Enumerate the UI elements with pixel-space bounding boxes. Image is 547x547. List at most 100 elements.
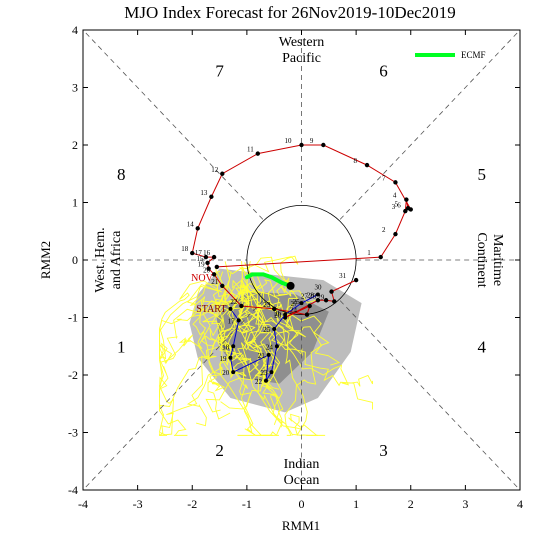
observed-point	[220, 283, 225, 289]
observed-point-label: 9	[310, 137, 314, 145]
observed-point	[195, 226, 200, 231]
observed-point	[408, 207, 413, 212]
y-tick-label: 4	[72, 23, 78, 37]
observed-point	[271, 306, 277, 312]
ensemble-member-line	[220, 279, 275, 372]
y-tick-label: 2	[72, 138, 78, 152]
ensemble-mean-point-label: 19	[219, 355, 227, 363]
ensemble-mean-point	[274, 344, 279, 349]
observed-point	[403, 208, 408, 214]
ensemble-member-line	[202, 261, 279, 436]
ensemble-member-line	[238, 256, 294, 354]
phase-boundary-diagonal	[339, 300, 521, 491]
ecmf-forecast-end-point	[286, 281, 295, 290]
ensemble-mean-point-label: 26	[274, 312, 282, 320]
x-tick-label: 3	[462, 497, 468, 511]
y-tick-label: 0	[72, 253, 78, 267]
observed-point-label: 5	[395, 200, 399, 208]
observed-point	[190, 250, 195, 256]
observed-point	[315, 298, 321, 303]
y-tick-label: -1	[68, 311, 78, 325]
observed-point-label: 30	[315, 284, 323, 292]
ensemble-member-line	[159, 272, 264, 436]
observed-point	[307, 303, 312, 309]
observed-point	[364, 162, 370, 168]
ensemble-mean-point	[269, 370, 274, 375]
observed-point	[323, 298, 329, 303]
observed-point-label: 19	[198, 261, 206, 269]
observed-point-label: 23	[263, 301, 271, 309]
observed-point	[321, 142, 326, 148]
ensemble-mean-point	[231, 344, 236, 349]
phase-number-label: 8	[117, 165, 126, 184]
region-label-right: Continent	[474, 232, 489, 287]
observed-point-label: 11	[247, 146, 254, 154]
region-label-right: Maritime	[490, 234, 505, 286]
y-axis-label: RMM2	[38, 241, 53, 279]
ensemble-mean-point	[231, 370, 236, 375]
observed-point	[239, 303, 244, 309]
y-tick-label: -3	[68, 426, 78, 440]
x-tick-label: 1	[353, 497, 359, 511]
x-tick-label: -3	[133, 497, 143, 511]
ensemble-mean-point-label: 28	[307, 292, 315, 300]
ensemble-member-line	[219, 285, 261, 436]
observed-point	[404, 197, 409, 202]
x-tick-label: -2	[187, 497, 197, 511]
observed-point-label: 26	[274, 310, 282, 318]
ensemble-member-line	[159, 267, 219, 365]
region-label-left: and Africa	[109, 230, 124, 289]
observed-point	[353, 277, 359, 283]
observed-point-label: 8	[354, 157, 358, 165]
ensemble-mean-point	[272, 327, 277, 331]
y-tick-label: -4	[68, 483, 78, 497]
observed-point-label: 13	[200, 189, 208, 197]
phase-number-label: 2	[215, 441, 224, 460]
series-layer	[190, 53, 455, 383]
observed-point-label: NOV	[191, 273, 213, 284]
phase-boundary-diagonal	[82, 300, 264, 491]
region-label-left: West. Hem.	[93, 227, 108, 292]
observed-point-label: 12	[211, 166, 219, 174]
observed-point	[393, 180, 398, 185]
y-tick-label: 1	[72, 196, 78, 210]
ensemble-mean-point	[228, 355, 233, 360]
ensemble-member-line	[158, 284, 238, 436]
observed-point	[304, 312, 310, 317]
ensemble-mean-point-label: 27	[291, 300, 299, 308]
phase-boundary-diagonal	[339, 29, 521, 220]
observed-point	[211, 272, 217, 277]
observed-point	[206, 266, 211, 271]
unit-circle	[246, 204, 357, 316]
observed-point-label: 20	[203, 266, 211, 274]
ensemble-mean-point-label: 24	[266, 343, 274, 351]
legend-label: ECMF	[461, 50, 486, 60]
x-tick-label: 2	[408, 497, 414, 511]
observed-point	[255, 151, 260, 156]
observed-point	[209, 194, 214, 199]
observed-point-label: 1	[367, 249, 371, 257]
ensemble-member-line	[232, 277, 319, 307]
ensemble-mean-point	[263, 378, 268, 383]
ensemble-member-line	[224, 285, 373, 410]
observed-point-label: 6	[397, 201, 401, 209]
observed-point-label: 4	[393, 192, 397, 200]
ensemble-member-line	[238, 285, 281, 425]
observed-point	[203, 254, 209, 260]
observed-point-label: 21	[211, 278, 219, 286]
phase-number-label: 3	[379, 441, 388, 460]
phase-grid-layer	[82, 29, 521, 491]
ensemble-mean-point-label: 25	[263, 326, 271, 334]
ensemble-member-line	[158, 285, 219, 436]
observed-point-label: 15	[197, 255, 205, 263]
region-label-bottom: Indian	[284, 457, 320, 472]
x-tick-label: 0	[299, 497, 305, 511]
ensemble-mean-point-label: 23	[260, 369, 268, 377]
observed-point-label: 22	[230, 298, 238, 306]
ensemble-mean-point-label: START	[196, 304, 226, 315]
ensemble-mean-point-label: 17	[228, 317, 236, 325]
observed-point-label: 18	[181, 245, 189, 253]
observed-point-label: 3	[392, 203, 396, 211]
